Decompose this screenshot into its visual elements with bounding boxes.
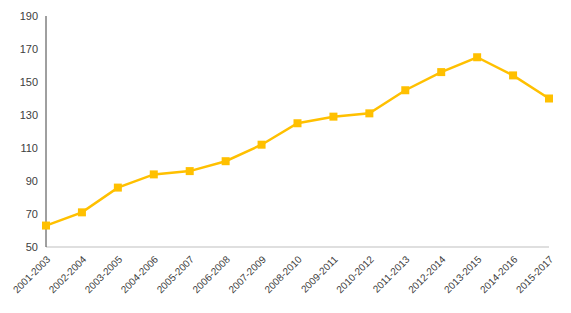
svg-text:2010-2012: 2010-2012 [334,253,376,295]
svg-text:2003-2005: 2003-2005 [83,253,125,295]
svg-text:2005-2007: 2005-2007 [155,253,197,295]
svg-text:2001-2003: 2001-2003 [11,253,53,295]
svg-text:90: 90 [26,175,38,187]
svg-text:2007-2009: 2007-2009 [226,253,268,295]
svg-text:150: 150 [20,76,38,88]
svg-text:190: 190 [20,10,38,22]
svg-text:2009-2011: 2009-2011 [298,253,340,295]
svg-text:170: 170 [20,43,38,55]
svg-text:2008-2010: 2008-2010 [262,253,304,295]
svg-text:2015-2017: 2015-2017 [514,253,556,295]
svg-text:2006-2008: 2006-2008 [190,253,232,295]
svg-text:2002-2004: 2002-2004 [47,253,89,295]
svg-text:2011-2013: 2011-2013 [370,253,412,295]
svg-text:110: 110 [20,142,38,154]
svg-text:2012-2014: 2012-2014 [406,253,448,295]
svg-text:2013-2015: 2013-2015 [442,253,484,295]
svg-text:2014-2016: 2014-2016 [478,253,520,295]
svg-text:50: 50 [26,241,38,253]
svg-text:130: 130 [20,109,38,121]
svg-text:2004-2006: 2004-2006 [119,253,161,295]
svg-text:70: 70 [26,208,38,220]
